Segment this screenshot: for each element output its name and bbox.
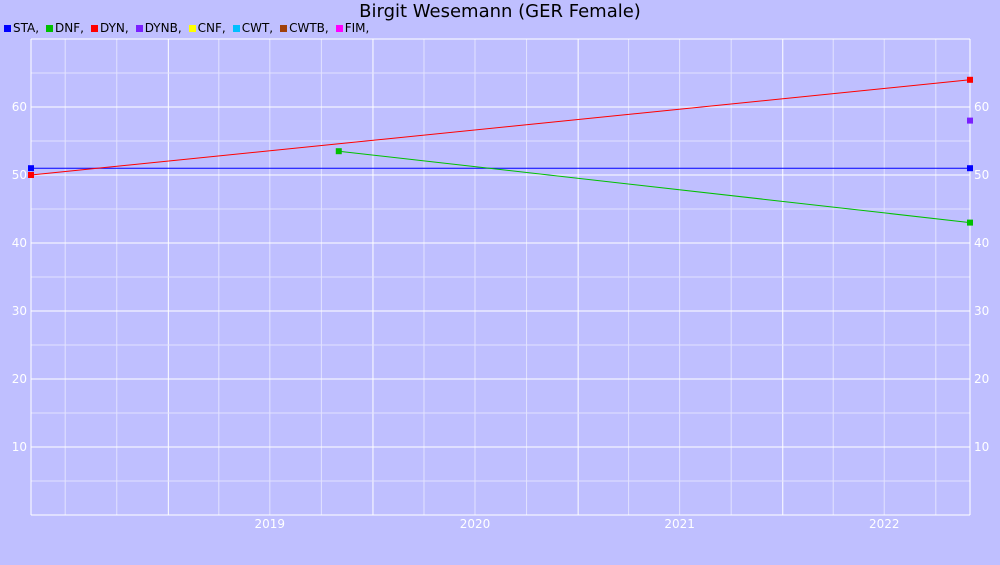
series-layer: [28, 76, 973, 226]
data-point-dyn: [967, 76, 973, 83]
legend-label: DYNB,: [144, 21, 182, 35]
legend-label: CNF,: [197, 21, 226, 35]
legend-label: CWT,: [241, 21, 274, 35]
x-tick-label: 2021: [664, 517, 695, 531]
chart-title: Birgit Wesemann (GER Female): [359, 1, 641, 22]
x-tick-label: 2020: [460, 517, 491, 531]
data-point-dynb: [967, 117, 973, 124]
legend-item: CWTB,: [280, 21, 329, 35]
y-tick-label-left: 40: [12, 236, 27, 250]
x-tick-label: 2019: [255, 517, 286, 531]
legend-swatch: [135, 24, 143, 32]
series-line-dyn: [30, 79, 971, 176]
legend-label: STA,: [13, 21, 40, 35]
legend-swatch: [188, 24, 196, 32]
y-tick-label-left: 60: [12, 100, 27, 114]
y-tick-label-left: 30: [12, 304, 27, 318]
data-point-dnf: [967, 219, 973, 226]
y-tick-label-right: 10: [974, 440, 989, 454]
y-tick-label-left: 50: [12, 168, 27, 182]
legend-item: CNF,: [188, 21, 226, 35]
y-tick-label-right: 50: [974, 168, 989, 182]
legend-swatch: [335, 24, 343, 32]
legend-item: CWT,: [232, 21, 274, 35]
data-point-sta: [28, 165, 34, 172]
legend-item: DNF,: [46, 21, 84, 35]
data-point-sta: [967, 165, 973, 172]
legend-item: DYNB,: [135, 21, 182, 35]
legend-swatch: [90, 24, 98, 32]
y-tick-label-right: 20: [974, 372, 989, 386]
legend-swatch: [232, 24, 240, 32]
x-tick-label: 2022: [869, 517, 900, 531]
data-point-dyn: [28, 172, 34, 178]
legend-swatch: [46, 24, 54, 32]
grid: [30, 38, 971, 516]
legend-label: DYN,: [99, 21, 129, 35]
legend-swatch: [280, 24, 288, 32]
legend-item: STA,: [4, 21, 39, 35]
legend-label: CWTB,: [289, 21, 329, 35]
y-tick-label-left: 10: [12, 440, 27, 454]
y-tick-label-right: 40: [974, 236, 989, 250]
series-line-dnf: [338, 150, 971, 224]
y-tick-label-right: 30: [974, 304, 989, 318]
legend-label: FIM,: [344, 21, 370, 35]
legend-item: FIM,: [335, 21, 370, 35]
legend-swatch: [4, 24, 11, 32]
y-tick-label-left: 20: [12, 372, 27, 386]
legend: STA, DNF, DYN, DYNB, CNF, CWT, CWTB, FIM,: [4, 20, 376, 36]
data-point-dnf: [335, 148, 342, 155]
y-tick-label-right: 60: [974, 100, 989, 114]
legend-item: DYN,: [90, 21, 129, 35]
legend-label: DNF,: [55, 21, 84, 35]
